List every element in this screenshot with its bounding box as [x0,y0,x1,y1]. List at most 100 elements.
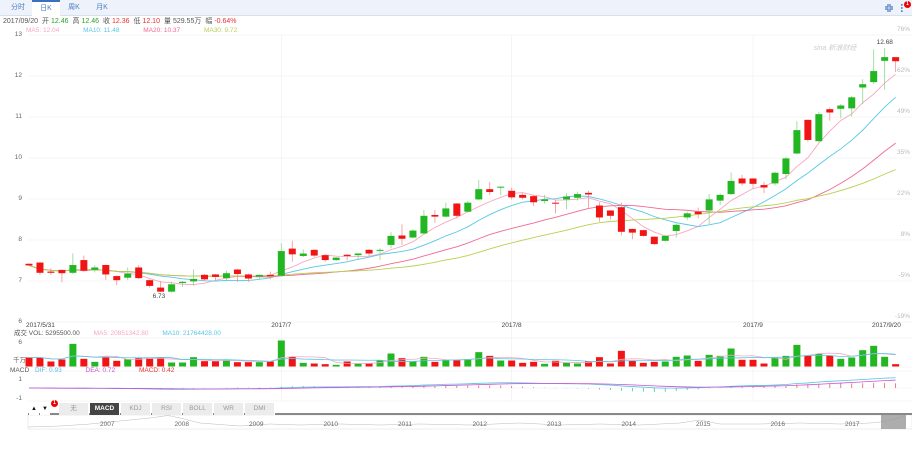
tab-kdj[interactable]: KDJ [121,403,151,415]
volume-bar [113,360,121,367]
candle-body [782,158,790,174]
tab-intraday[interactable]: 分时 [11,4,25,11]
volume-value: 529.55万 [172,18,202,25]
dea-legend: DEA: 0.72 [85,367,116,374]
candle-body [69,265,77,273]
tab-daily-k[interactable]: 日K [32,0,60,17]
candle-body [47,271,55,273]
volume-bar [837,358,845,367]
volume-bar [826,355,834,367]
candle-body [848,97,856,109]
volume-bar [102,356,110,367]
volume-bar [190,357,198,367]
volume-bar [574,363,581,367]
candle-body [277,251,285,276]
navigator-year: 2007 [100,421,115,428]
quote-info: 2017/09/20 开 12.46 高 12.46 收 12.36 低 12.10 量… [3,18,239,26]
tab-dmi[interactable]: DMI [245,403,275,415]
volume-bar [442,360,450,367]
candle-body [398,235,406,239]
candle-body [881,57,889,61]
tab-weekly-k[interactable]: 周K [68,4,80,11]
volume-bar [365,363,373,367]
candle-body [102,265,110,275]
tab-macd[interactable]: MACD [90,403,120,415]
candle-body [716,194,724,201]
candle-body [58,269,66,274]
percent-tick: 49% [896,108,910,115]
candle-body [354,253,362,256]
tab-wr[interactable]: WR [214,403,244,415]
volume-bar [288,356,296,367]
price-tick: 9 [18,195,22,202]
volume-bar [519,362,527,367]
volume-bar [584,361,592,367]
volume-bar [508,360,516,367]
period-tab-bar: 分时 日K 周K 月K 1 [0,0,912,17]
candle-body [804,119,812,140]
high-value: 12.46 [81,18,100,25]
tab-none[interactable]: 无 [59,403,89,415]
candle-body [584,192,592,195]
price-tick: 11 [15,113,22,120]
volume-bar [552,360,560,367]
compress-icon[interactable] [884,3,894,13]
scroll-up-button[interactable]: ▲ [29,403,39,415]
candle-body [233,269,241,275]
volume-bar [36,357,44,367]
navigator-year: 2009 [249,421,264,428]
volume-bar [201,361,209,367]
tab-monthly-k[interactable]: 月K [96,4,108,11]
volume-bar [672,356,680,367]
tab-rsi[interactable]: RSI [152,403,182,415]
candle-body [497,186,505,188]
more-menu-icon[interactable] [900,3,904,13]
candle-body [288,248,296,255]
candle-body [464,202,472,212]
scroll-down-button[interactable]: ▼ [40,403,50,415]
candle-body [113,276,121,281]
volume-bar [793,344,801,367]
quote-date: 2017/09/20 [3,18,39,25]
candle-body [453,203,461,216]
candle-body [870,71,878,83]
date-tick: 2017/8 [501,322,522,329]
volume-bar [486,355,494,367]
ma10-line [28,96,896,282]
volume-bar [244,362,252,367]
tab-boll[interactable]: BOLL [183,403,213,415]
ma5-legend: MA5: 12.04 [26,27,60,34]
percent-tick: 76% [896,26,910,33]
macd-legend: MACD DIF: 0.93 DEA: 0.72 MACD: 0.42 [10,367,196,374]
candle-body [36,262,44,273]
volume-bar [47,361,55,367]
candle-body [376,249,384,251]
indicator-badge: 1 [51,400,58,407]
candle-body [738,178,746,184]
volume-bar [58,359,66,367]
ma-legend: MA5: 12.04 MA10: 11.48 MA20: 10.37 MA30:… [26,27,259,34]
dif-line [28,377,896,390]
ma30-line [28,169,896,277]
price-annotation: 12.68 [876,39,893,47]
candle-body [332,257,340,261]
volume-bar [124,359,132,367]
navigator-history-line [27,415,906,428]
volume-bar [343,361,351,367]
volume-bar [606,363,614,367]
percent-tick: 8% [900,231,910,238]
navigator[interactable] [27,414,912,430]
macd-tick-1: 1 [18,376,22,383]
price-tick: 10 [14,154,22,161]
volume-bar [310,363,318,367]
volume-bar [91,361,99,367]
volume-bar [146,357,154,367]
ma5-line [28,73,896,285]
volume-bar [376,360,384,367]
navigator-year: 2016 [770,421,785,428]
volume-legend-ma5: MA5: 20851342.80 [93,330,149,337]
navigator-range-handle[interactable] [881,415,906,429]
navigator-year: 2015 [696,421,711,428]
open-value: 12.46 [51,18,69,25]
